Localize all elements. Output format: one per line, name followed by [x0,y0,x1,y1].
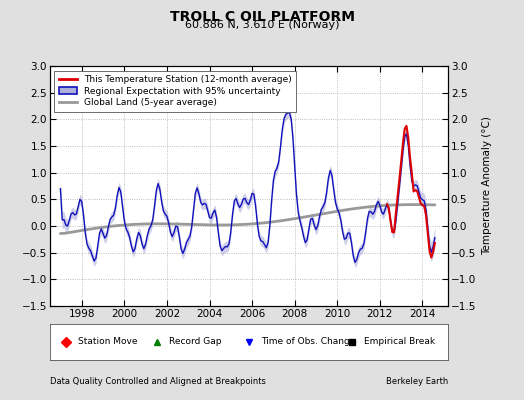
Text: Berkeley Earth: Berkeley Earth [386,377,448,386]
Y-axis label: Temperature Anomaly (°C): Temperature Anomaly (°C) [482,116,492,256]
Text: Time of Obs. Change: Time of Obs. Change [261,338,355,346]
Text: TROLL C OIL PLATFORM: TROLL C OIL PLATFORM [169,10,355,24]
Text: Record Gap: Record Gap [169,338,222,346]
Text: Data Quality Controlled and Aligned at Breakpoints: Data Quality Controlled and Aligned at B… [50,377,266,386]
Text: Station Move: Station Move [78,338,137,346]
Legend: This Temperature Station (12-month average), Regional Expectation with 95% uncer: This Temperature Station (12-month avera… [54,70,297,112]
Text: Empirical Break: Empirical Break [364,338,435,346]
Text: 60.886 N, 3.610 E (Norway): 60.886 N, 3.610 E (Norway) [185,20,339,30]
